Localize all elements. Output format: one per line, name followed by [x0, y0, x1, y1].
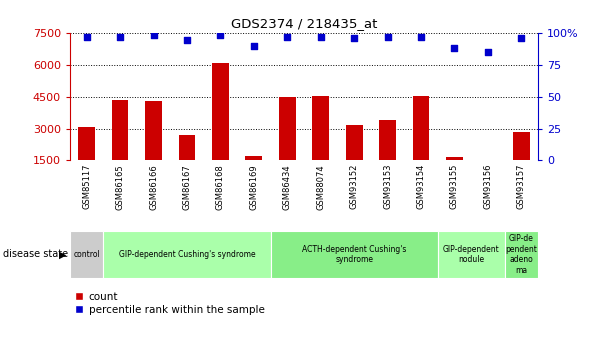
Text: GSM93157: GSM93157 — [517, 164, 526, 209]
Text: GSM93154: GSM93154 — [416, 164, 426, 209]
Text: GSM86434: GSM86434 — [283, 164, 292, 209]
Text: GSM93156: GSM93156 — [483, 164, 492, 209]
Point — [316, 34, 326, 39]
Point — [81, 34, 91, 39]
Point — [517, 35, 527, 41]
Bar — [279, 97, 295, 160]
Bar — [505, 231, 538, 278]
Text: GSM86167: GSM86167 — [182, 164, 192, 210]
Text: GSM93152: GSM93152 — [350, 164, 359, 209]
Bar — [70, 231, 103, 278]
Bar — [438, 231, 505, 278]
Bar — [103, 231, 271, 278]
Text: GIP-dependent
nodule: GIP-dependent nodule — [443, 245, 500, 264]
Bar — [179, 135, 195, 160]
Text: GSM86168: GSM86168 — [216, 164, 225, 210]
Bar — [212, 62, 229, 160]
Bar — [313, 96, 329, 160]
Bar — [246, 156, 262, 160]
Text: GSM86169: GSM86169 — [249, 164, 258, 209]
Text: disease state: disease state — [3, 249, 68, 259]
Point — [349, 35, 359, 41]
Point — [148, 32, 158, 38]
Point — [416, 34, 426, 39]
Text: ACTH-dependent Cushing's
syndrome: ACTH-dependent Cushing's syndrome — [302, 245, 406, 264]
Legend: count, percentile rank within the sample: count, percentile rank within the sample — [75, 292, 264, 315]
Text: GSM86166: GSM86166 — [149, 164, 158, 210]
Title: GDS2374 / 218435_at: GDS2374 / 218435_at — [231, 17, 377, 30]
Point — [282, 34, 292, 39]
Text: GSM88074: GSM88074 — [316, 164, 325, 209]
Bar — [145, 101, 162, 160]
Text: ▶: ▶ — [60, 249, 67, 259]
Bar — [446, 157, 463, 160]
Text: GSM86165: GSM86165 — [116, 164, 125, 209]
Point — [115, 34, 125, 39]
Point — [483, 49, 493, 55]
Bar — [346, 125, 362, 160]
Bar — [513, 132, 530, 160]
Text: GSM93153: GSM93153 — [383, 164, 392, 209]
Bar — [413, 96, 429, 160]
Bar — [271, 231, 438, 278]
Bar — [480, 160, 496, 161]
Text: GSM93155: GSM93155 — [450, 164, 459, 209]
Text: GSM85117: GSM85117 — [82, 164, 91, 209]
Bar — [379, 120, 396, 160]
Point — [249, 43, 259, 48]
Text: GIP-dependent Cushing's syndrome: GIP-dependent Cushing's syndrome — [119, 250, 255, 259]
Text: control: control — [74, 250, 100, 259]
Point — [383, 34, 393, 39]
Point — [182, 38, 192, 43]
Point — [449, 45, 460, 51]
Point — [215, 32, 225, 38]
Bar — [112, 100, 128, 160]
Bar — [78, 127, 95, 160]
Text: GIP-de
pendent
adeno
ma: GIP-de pendent adeno ma — [505, 234, 537, 275]
